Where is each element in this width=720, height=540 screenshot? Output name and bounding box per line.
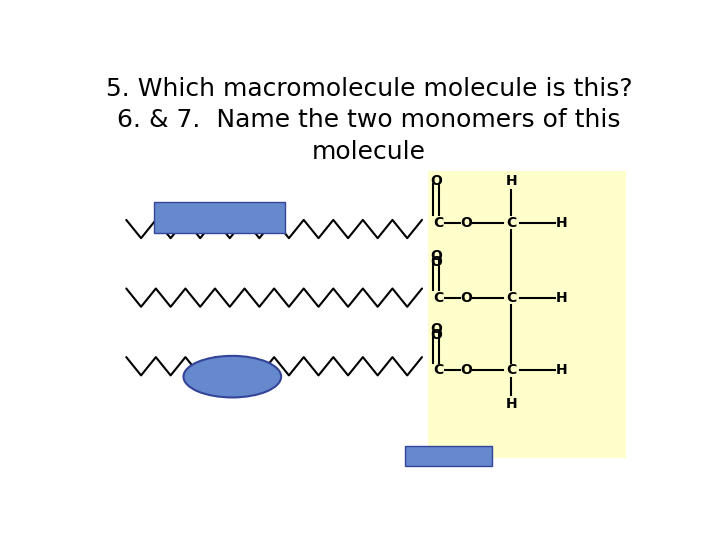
- Text: H: H: [556, 291, 567, 305]
- Text: C: C: [433, 216, 444, 230]
- Text: C: C: [433, 363, 444, 377]
- Text: 6. & 7.  Name the two monomers of this: 6. & 7. Name the two monomers of this: [117, 109, 621, 132]
- Text: O: O: [430, 174, 442, 188]
- Text: H: H: [556, 363, 567, 377]
- Ellipse shape: [184, 356, 281, 397]
- Text: H: H: [556, 216, 567, 230]
- Text: H: H: [505, 397, 517, 411]
- Text: O: O: [430, 328, 442, 342]
- Text: 5. Which macromolecule molecule is this?: 5. Which macromolecule molecule is this?: [106, 77, 632, 102]
- Bar: [405, 446, 492, 466]
- Bar: [428, 171, 626, 458]
- Text: C: C: [506, 363, 516, 377]
- Text: O: O: [461, 216, 472, 230]
- Text: O: O: [430, 322, 442, 336]
- Text: O: O: [430, 255, 442, 269]
- Text: molecule: molecule: [312, 140, 426, 164]
- Text: C: C: [506, 291, 516, 305]
- Text: O: O: [461, 363, 472, 377]
- Text: C: C: [433, 291, 444, 305]
- Text: H: H: [505, 174, 517, 188]
- Bar: [154, 202, 285, 233]
- Text: C: C: [506, 216, 516, 230]
- Text: O: O: [430, 249, 442, 263]
- Text: O: O: [461, 291, 472, 305]
